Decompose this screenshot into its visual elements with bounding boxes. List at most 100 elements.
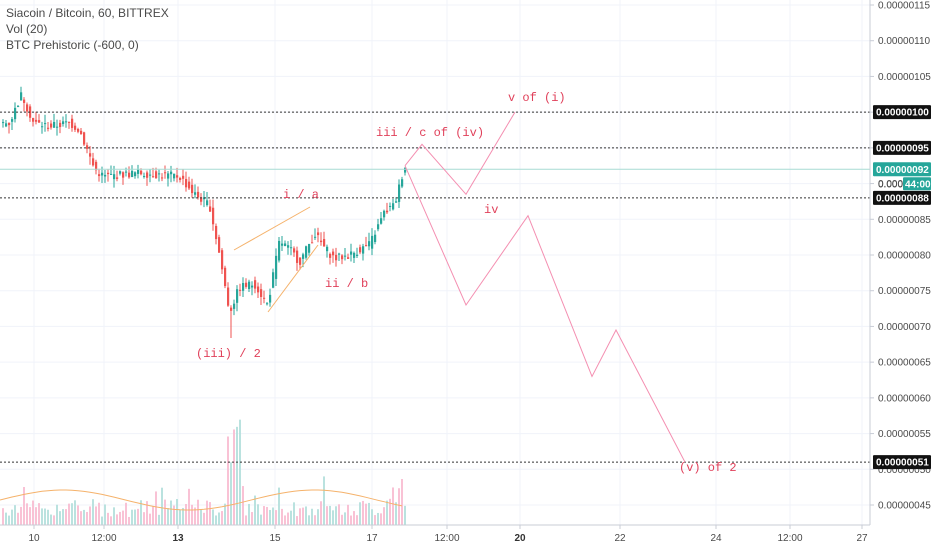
volume-bar	[38, 503, 40, 525]
volume-bar	[242, 486, 244, 525]
volume-bar	[365, 503, 367, 525]
projection-bullish-path	[404, 111, 516, 196]
candle-body	[401, 179, 404, 187]
candle-body	[353, 252, 356, 258]
candle-body	[215, 225, 218, 240]
candle-body	[182, 175, 185, 179]
candle-body	[29, 106, 32, 118]
volume-bar	[59, 511, 61, 525]
volume-bar	[191, 504, 193, 525]
volume-bar	[41, 508, 43, 525]
candle-body	[251, 285, 254, 288]
candle-body	[290, 247, 293, 249]
volume-bar	[353, 511, 355, 525]
candle-body	[122, 172, 125, 178]
volume-bar	[32, 500, 34, 525]
volume-bar	[8, 515, 10, 525]
candle-body	[296, 250, 299, 263]
volume-indicator-label[interactable]: Vol (20)	[6, 22, 48, 36]
volume-bar	[356, 515, 358, 525]
volume-bar	[185, 504, 187, 525]
candle-body	[278, 240, 281, 261]
candle-body	[80, 130, 83, 135]
candle-body	[98, 174, 101, 177]
volume-bar	[404, 505, 406, 525]
candle-body	[17, 106, 20, 108]
candle-body	[59, 122, 62, 128]
wave-label: i / a	[283, 188, 319, 202]
candle-body	[377, 224, 380, 230]
volume-bar	[383, 507, 385, 525]
candle-body	[281, 243, 284, 246]
candle-body	[8, 122, 11, 126]
volume-bar	[149, 513, 151, 525]
candle-body	[218, 237, 221, 253]
volume-bar	[206, 500, 208, 525]
candle-body	[299, 257, 302, 265]
candle-body	[128, 172, 131, 178]
volume-bar	[266, 506, 268, 525]
grid-lines	[0, 0, 870, 525]
volume-bar	[341, 514, 343, 525]
chart-legend: Siacoin / Bitcoin, 60, BITTREX Vol (20) …	[6, 5, 169, 53]
candle-body	[68, 121, 71, 123]
candle-body	[386, 210, 389, 213]
price-tick-label: 0.00000055	[878, 429, 931, 440]
volume-bar	[23, 487, 25, 525]
candle-body	[383, 210, 386, 218]
volume-bar	[227, 436, 229, 525]
candle-body	[176, 175, 179, 178]
volume-bar	[107, 512, 109, 525]
candle-body	[41, 126, 44, 128]
volume-bar	[284, 515, 286, 525]
volume-bar	[278, 487, 280, 525]
level-badge	[873, 455, 931, 470]
candle-body	[149, 174, 152, 176]
volume-bar	[122, 510, 124, 525]
volume-bar	[308, 515, 310, 525]
volume-bar	[200, 509, 202, 525]
candle-body	[350, 251, 353, 255]
volume-bar	[119, 511, 121, 525]
volume-bar	[209, 502, 211, 525]
volume-ma-line	[0, 489, 403, 511]
candle-body	[53, 122, 56, 128]
wave-label: v of (i)	[508, 91, 566, 105]
candle-body	[287, 245, 290, 248]
price-tick-label: 0.00000075	[878, 286, 931, 297]
candle-body	[398, 184, 401, 202]
candle-body	[101, 172, 104, 176]
volume-bar	[137, 508, 139, 525]
candle-body	[272, 272, 275, 288]
time-axis[interactable]: 10 12:00 13 15 17 12:00 20 22 24 12:00 27	[0, 524, 932, 550]
volume-bar	[152, 506, 154, 525]
volume-bar	[116, 514, 118, 525]
volume-bar	[62, 509, 64, 525]
volume-bar	[161, 487, 163, 525]
volume-bar	[326, 506, 328, 525]
candle-body	[323, 238, 326, 247]
volume-bar	[125, 502, 127, 525]
custom-indicator-label[interactable]: BTC Prehistoric (-600, 0)	[6, 38, 139, 52]
candle-body	[197, 191, 200, 198]
symbol-title[interactable]: Siacoin / Bitcoin, 60, BITTREX	[6, 6, 169, 20]
candle-body	[257, 286, 260, 293]
candle-body	[368, 241, 371, 247]
price-axis[interactable]: 0.00000045 0.00000050 0.00000055 0.00000060…	[869, 0, 932, 550]
volume-bar	[155, 491, 157, 525]
candle-body	[146, 172, 149, 178]
candle-body	[224, 267, 227, 287]
candle-body	[335, 254, 338, 261]
volume-bar	[104, 504, 106, 525]
level-badge	[873, 190, 931, 205]
volume-bar	[134, 509, 136, 525]
volume-bar	[299, 508, 301, 525]
volume-bar	[80, 511, 82, 525]
time-tick-label: 12:00	[434, 533, 459, 544]
candle-body	[320, 240, 323, 243]
volume-bar	[29, 507, 31, 525]
volume-bar	[95, 506, 97, 525]
level-badge	[873, 140, 931, 155]
candle-body	[89, 153, 92, 157]
